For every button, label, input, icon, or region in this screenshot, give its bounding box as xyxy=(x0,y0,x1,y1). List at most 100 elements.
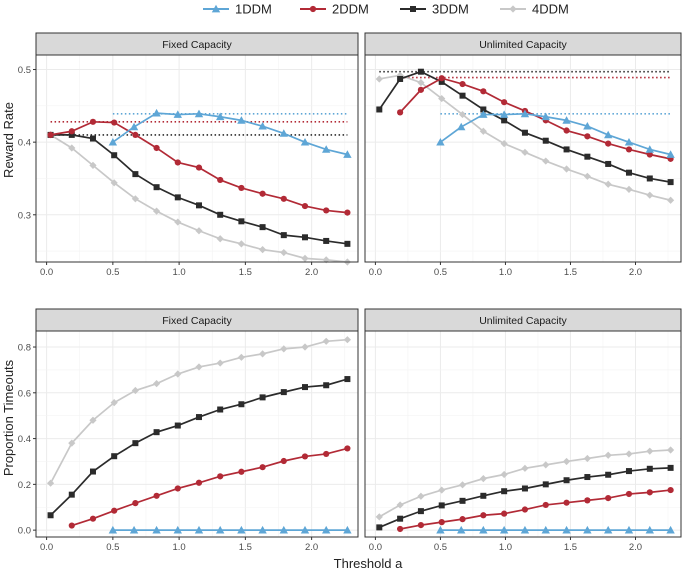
series-2ddm xyxy=(47,118,351,216)
data-point xyxy=(216,359,224,367)
data-point xyxy=(280,457,287,465)
y-tick-label: 0.2 xyxy=(18,480,31,491)
data-point xyxy=(152,380,161,388)
x-tick-label: 1.0 xyxy=(499,542,512,553)
y-tick-label: 0.5 xyxy=(18,65,31,76)
y-tick-label: 0.0 xyxy=(18,526,31,537)
data-point xyxy=(563,146,570,153)
data-point xyxy=(646,489,653,496)
data-point xyxy=(438,75,445,82)
data-point xyxy=(89,416,97,424)
data-point xyxy=(397,109,404,116)
data-point xyxy=(480,106,487,113)
facet-title: Fixed Capacity xyxy=(162,39,232,51)
data-point xyxy=(459,497,466,504)
data-point xyxy=(173,525,182,534)
x-tick-label: 0.5 xyxy=(434,267,447,278)
data-point xyxy=(68,522,75,529)
data-point xyxy=(259,190,266,197)
x-tick-label: 0.0 xyxy=(369,267,382,278)
data-point xyxy=(111,119,118,126)
data-point xyxy=(280,232,287,239)
data-point xyxy=(603,130,613,139)
data-point xyxy=(259,464,266,471)
data-point xyxy=(624,137,634,146)
data-point xyxy=(237,525,246,534)
data-point xyxy=(343,336,351,344)
data-point xyxy=(89,118,97,125)
data-point xyxy=(68,128,75,135)
data-point xyxy=(376,106,383,113)
data-point xyxy=(217,473,224,480)
data-point xyxy=(174,218,182,226)
data-point xyxy=(480,88,487,95)
series-4ddm xyxy=(375,446,675,521)
data-point xyxy=(584,497,591,504)
data-point xyxy=(321,525,331,534)
panel-border xyxy=(364,54,682,263)
data-point xyxy=(605,471,612,478)
data-point xyxy=(625,146,633,153)
data-point xyxy=(438,78,445,85)
data-point xyxy=(541,112,550,121)
data-point xyxy=(301,254,309,262)
legend-item-4ddm: 4DDM xyxy=(500,2,569,17)
data-point xyxy=(280,248,288,257)
data-point xyxy=(174,194,181,201)
panel-border xyxy=(364,330,682,538)
x-tick-label: 2.0 xyxy=(629,267,642,278)
data-point xyxy=(301,202,309,210)
data-point xyxy=(153,429,160,436)
data-point xyxy=(344,240,351,247)
data-point xyxy=(562,165,571,173)
data-point xyxy=(301,234,308,241)
data-point xyxy=(396,501,404,509)
data-point xyxy=(280,389,287,396)
data-point xyxy=(541,525,550,534)
legend-marker-triangle-icon xyxy=(211,4,221,13)
series-1ddm xyxy=(108,525,352,534)
data-point xyxy=(131,195,139,203)
panel-unlimited-capacity-reward-rate: Unlimited Capacity 0.0 0.5 1.0 1.5 2.0 xyxy=(364,32,682,278)
data-point xyxy=(625,450,633,458)
data-point xyxy=(216,235,224,243)
x-tick-label: 1.0 xyxy=(173,267,186,278)
data-point xyxy=(438,486,446,494)
data-point xyxy=(194,525,204,534)
x-tick-label: 2.0 xyxy=(629,542,642,553)
data-point xyxy=(562,457,571,466)
data-point xyxy=(520,525,530,534)
data-point xyxy=(375,75,383,83)
series-4ddm xyxy=(375,71,675,204)
data-point xyxy=(153,184,160,191)
data-point xyxy=(259,394,266,401)
data-point xyxy=(46,479,55,487)
data-point xyxy=(152,207,161,215)
data-point xyxy=(195,414,202,421)
plot-area xyxy=(36,331,358,537)
gridlines xyxy=(36,55,358,262)
data-point xyxy=(344,376,351,383)
data-point xyxy=(479,110,488,118)
data-point xyxy=(666,150,675,158)
data-point xyxy=(323,382,330,389)
data-point xyxy=(480,512,487,519)
data-point xyxy=(217,176,224,184)
series-1ddm xyxy=(108,108,352,158)
data-point xyxy=(68,491,75,498)
data-point xyxy=(397,525,404,533)
data-point xyxy=(501,510,508,517)
plot-area xyxy=(365,331,681,537)
data-point xyxy=(321,145,331,153)
panel-border xyxy=(35,330,359,538)
data-point xyxy=(111,152,118,159)
data-point xyxy=(563,477,570,484)
data-point xyxy=(132,440,139,447)
data-point xyxy=(68,439,76,447)
data-point xyxy=(47,131,54,138)
data-point xyxy=(111,453,118,460)
panel-unlimited-capacity-timeouts: Unlimited Capacity 0.0 0.5 1.0 1.5 2.0 xyxy=(364,308,682,553)
x-tick-label: 0.5 xyxy=(106,267,119,278)
data-point xyxy=(521,464,529,472)
data-point xyxy=(499,525,509,534)
